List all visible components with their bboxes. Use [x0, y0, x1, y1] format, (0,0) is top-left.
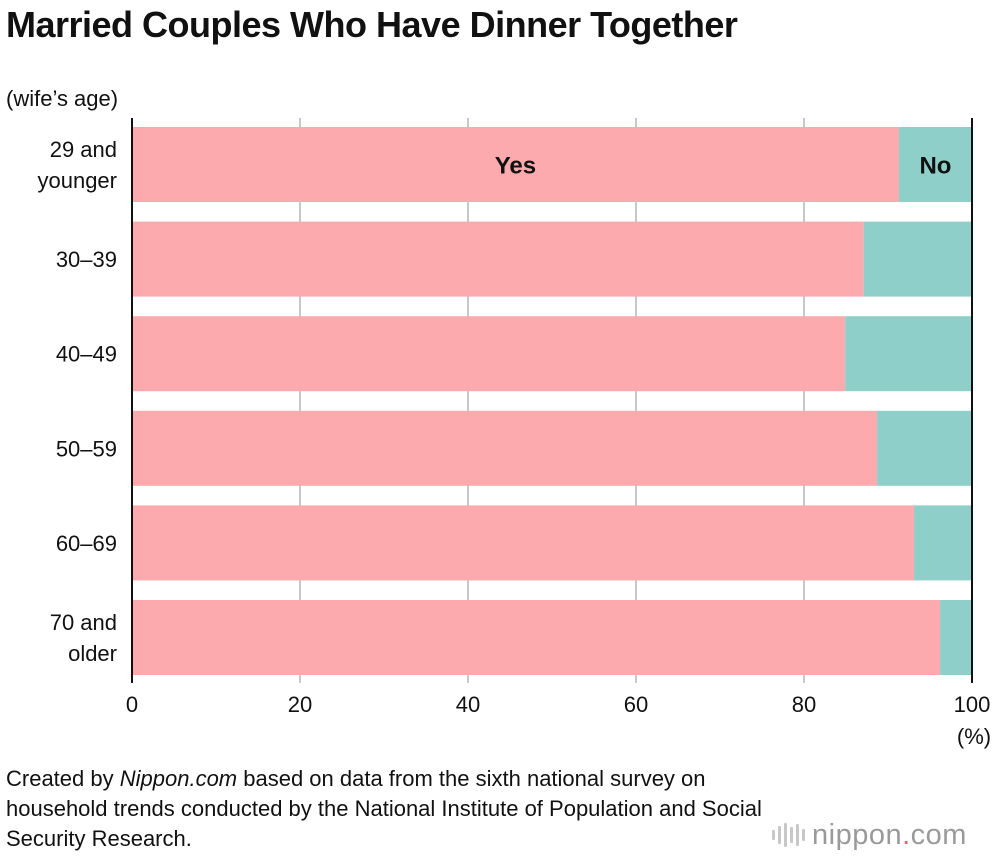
source-site: Nippon.com: [119, 766, 238, 791]
category-label-line: 70 and: [50, 610, 117, 635]
x-tick-label: 40: [456, 692, 480, 717]
x-tick-label: 60: [624, 692, 648, 717]
category-label-line: 50–59: [56, 436, 117, 461]
bar-no: [898, 127, 972, 202]
logo-tld: com: [910, 818, 967, 851]
category-label-line: 30–39: [56, 247, 117, 272]
bar-no: [914, 505, 972, 581]
logo-text: nippon.com: [812, 819, 967, 852]
category-label-line: 40–49: [56, 342, 117, 367]
category-label-line: younger: [37, 168, 117, 193]
category-label: 30–39: [56, 247, 117, 272]
bar-no: [877, 410, 972, 486]
x-axis-unit: (%): [957, 724, 991, 749]
x-tick-label: 80: [792, 692, 816, 717]
bar-no: [863, 221, 972, 297]
x-tick-label: 0: [126, 692, 138, 717]
bar-yes: [132, 221, 864, 297]
source-note: Created by Nippon.com based on data from…: [6, 764, 786, 854]
category-label: 60–69: [56, 531, 117, 556]
category-label: 50–59: [56, 436, 117, 461]
bar-no: [940, 600, 972, 675]
logo-name: nippon: [812, 818, 903, 851]
bar-yes: [132, 316, 846, 392]
series-label-yes: Yes: [495, 153, 536, 180]
nippon-logo: nippon.com: [772, 815, 967, 855]
bar-yes: [132, 600, 941, 675]
category-label: 70 and older: [50, 610, 117, 666]
category-label-line: 60–69: [56, 531, 117, 556]
source-suffix: based on data from the sixth national su…: [6, 766, 762, 851]
x-tick-label: 100: [954, 692, 991, 717]
bar-no: [845, 316, 972, 392]
category-label: 40–49: [56, 342, 117, 367]
bar-yes: [132, 410, 878, 486]
source-prefix: Created by: [6, 766, 120, 791]
y-axis-label: (wife’s age): [6, 86, 119, 111]
sound-wave-icon: [772, 823, 805, 847]
category-label: 29 and younger: [37, 137, 117, 193]
category-label-line: older: [68, 641, 117, 666]
x-tick-label: 20: [288, 692, 312, 717]
chart-title: Married Couples Who Have Dinner Together: [6, 4, 738, 45]
bar-yes: [132, 127, 899, 202]
bar-yes: [132, 505, 915, 581]
stacked-bar-chart: 29 and younger 30–39 40–49 50–59 60–69 70 and o…: [37, 118, 991, 749]
series-label-no: No: [919, 153, 951, 180]
logo-dot: .: [902, 818, 911, 851]
category-label-line: 29 and: [50, 137, 117, 162]
